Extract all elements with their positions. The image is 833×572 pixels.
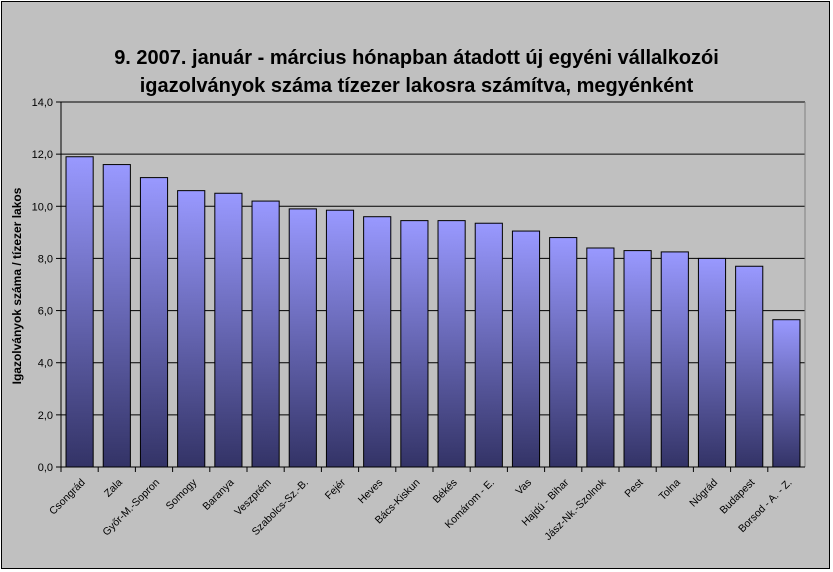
bar bbox=[325, 209, 355, 468]
bar bbox=[65, 156, 94, 468]
x-tick-label: Békés bbox=[431, 477, 460, 506]
y-tick-label: 8,0 bbox=[38, 253, 53, 265]
bar bbox=[177, 190, 206, 468]
bar bbox=[474, 222, 503, 468]
gridlines bbox=[61, 101, 806, 467]
chart-title-line-1: 9. 2007. január - március hónapban átado… bbox=[114, 47, 719, 69]
x-tick-label: Zala bbox=[102, 477, 125, 500]
bar bbox=[139, 177, 169, 468]
x-tick-label: Csongrád bbox=[47, 477, 88, 518]
x-tick-label: Nógrád bbox=[687, 477, 720, 510]
chart-title-line-2: igazolványok száma tízezer lakosra számí… bbox=[139, 75, 694, 97]
bar bbox=[511, 230, 541, 468]
y-tick-label: 2,0 bbox=[38, 410, 53, 422]
x-tick-label: Baranya bbox=[200, 477, 236, 513]
bar bbox=[697, 257, 727, 468]
y-axis-label: Igazolványok száma / tízezer lakos bbox=[10, 187, 24, 384]
y-tick-label: 10,0 bbox=[32, 201, 53, 213]
x-tick-label: Vas bbox=[513, 477, 534, 498]
bar bbox=[400, 220, 429, 468]
y-tick-label: 14,0 bbox=[32, 97, 53, 109]
bars bbox=[65, 156, 801, 468]
bar bbox=[363, 216, 392, 468]
x-tick-label: Heves bbox=[356, 477, 386, 507]
y-tick-label: 6,0 bbox=[38, 306, 53, 318]
bar bbox=[549, 237, 578, 468]
bar bbox=[772, 319, 801, 468]
y-tick-label: 4,0 bbox=[38, 358, 53, 370]
bar bbox=[660, 251, 689, 468]
bar bbox=[214, 192, 243, 468]
bar bbox=[437, 220, 466, 468]
bar bbox=[586, 247, 615, 468]
bar bbox=[251, 200, 280, 468]
bar bbox=[623, 250, 652, 468]
y-tick-label: 0,0 bbox=[38, 462, 53, 474]
bar bbox=[102, 164, 131, 468]
x-tick-label: Fejér bbox=[323, 476, 349, 502]
bar bbox=[735, 265, 764, 468]
x-tick-label: Tolna bbox=[657, 477, 683, 503]
x-tick-label: Somogy bbox=[164, 476, 200, 512]
chart-title: 9. 2007. január - március hónapban átado… bbox=[2, 44, 831, 100]
bar bbox=[288, 208, 317, 468]
y-tick-label: 12,0 bbox=[32, 149, 53, 161]
x-tick-label: Pest bbox=[622, 477, 645, 500]
